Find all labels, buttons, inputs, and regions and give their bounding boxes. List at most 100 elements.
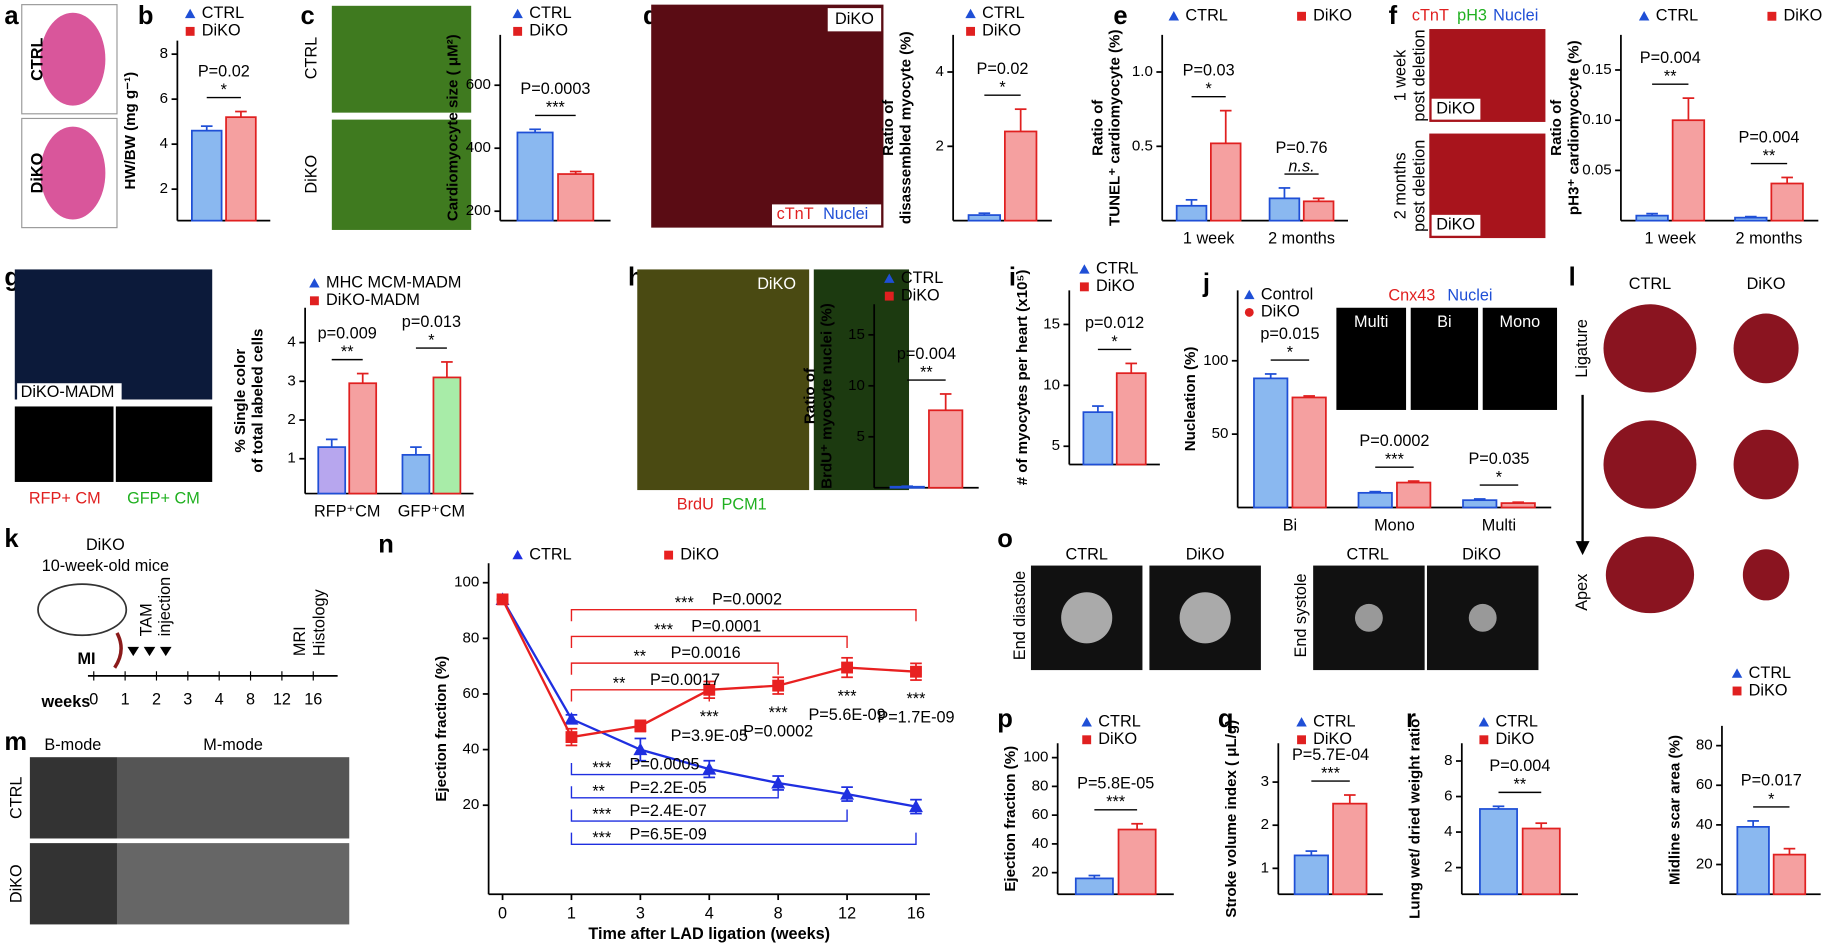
significance-stars: **: [1664, 68, 1677, 86]
timeline-title: DiKO: [86, 536, 125, 554]
y-axis-label: TUNEL⁺ cardiomyocyte (%): [1107, 30, 1124, 226]
panel-h-images: DiKO BrdU PCM1: [637, 269, 910, 513]
image-label: CTRL: [1347, 545, 1389, 563]
y-axis-label: Ejection fraction (%): [1002, 746, 1019, 892]
significance-stars: ***: [546, 99, 566, 117]
bar: [1736, 825, 1770, 896]
image-label: CTRL: [7, 777, 25, 819]
bar: [432, 376, 462, 495]
image-label: 1 week: [1392, 49, 1410, 101]
y-axis-label: of total labeled cells: [250, 329, 267, 473]
image-label: BrdU: [677, 495, 714, 513]
point: [771, 776, 786, 789]
legend-marker: [1638, 11, 1650, 21]
event-label: injection: [156, 577, 174, 637]
legend-marker: [1297, 735, 1306, 745]
point: [634, 720, 647, 732]
p-value: P=0.0002: [1359, 432, 1429, 450]
y-tick-label: 8: [1444, 752, 1452, 769]
legend-marker: [1478, 717, 1490, 727]
p-value: P=2.4E-07: [630, 802, 707, 820]
p-value: p=0.013: [402, 313, 461, 331]
legend-label: CTRL: [1096, 260, 1138, 278]
legend-label: Control: [1261, 285, 1313, 303]
image-label: cTnT: [1412, 7, 1449, 25]
significance-stars: **: [1514, 776, 1527, 794]
mri-heart: [1179, 592, 1231, 644]
arrow-head: [1575, 541, 1590, 556]
legend-marker: [309, 278, 320, 288]
bar: [1293, 854, 1329, 896]
image-label: DiKO: [1747, 275, 1786, 293]
significance-stars: n.s.: [1288, 157, 1314, 175]
p-value: P=0.02: [977, 60, 1029, 78]
timeline-tick-label: 1: [121, 691, 130, 709]
significance-stars: ***: [1321, 764, 1341, 782]
comparison-bracket: [570, 832, 917, 845]
p-value: P=0.004: [1640, 49, 1701, 67]
y-tick-label: 40: [1032, 835, 1049, 852]
p-value: P=0.0001: [691, 617, 761, 635]
heart-section: [40, 12, 106, 106]
y-tick-label: 2: [935, 137, 943, 154]
significance-stars: *: [428, 331, 435, 349]
significance-stars: **: [341, 343, 354, 361]
bar: [225, 116, 257, 222]
legend-marker: [1079, 264, 1090, 274]
bar: [1332, 802, 1368, 896]
image: [116, 843, 350, 925]
legend-marker: [1244, 307, 1254, 317]
image-label: End diastole: [1011, 571, 1029, 660]
x-axis-label: Time after LAD ligation (weeks): [588, 925, 830, 943]
bar: [1357, 491, 1393, 509]
legend-marker: [965, 8, 976, 19]
y-axis-label: Ratio of: [1089, 99, 1106, 156]
p-value: P=0.0016: [671, 644, 741, 662]
point: [840, 787, 855, 800]
legend-label: CTRL: [1749, 664, 1791, 682]
image-label: RFP+ CM: [29, 490, 101, 508]
p-value: P=0.035: [1468, 450, 1529, 468]
image-label: 2 months: [1392, 152, 1410, 219]
image-label: post deletion: [1410, 140, 1428, 232]
y-tick-label: 0.10: [1582, 111, 1611, 128]
mri-heart: [1061, 592, 1113, 644]
panel-l-images: CTRL DiKO Ligature Apex: [1573, 275, 1799, 614]
panel-o-images: CTRL DiKO End diastole CTRL DiKO End sys…: [1011, 545, 1539, 671]
mri-heart: [1354, 603, 1383, 632]
image: [651, 4, 884, 228]
p-value: p=0.012: [1085, 314, 1144, 332]
comparison-bracket: [570, 786, 779, 799]
legend-label: DiKO: [901, 286, 940, 304]
timeline-tick-label: 3: [183, 691, 192, 709]
y-axis-label: Nucleation (%): [1182, 347, 1199, 452]
significance-stars: ***: [906, 690, 926, 708]
legend-label: CTRL: [529, 4, 571, 22]
y-axis-label: HW/BW (mg g⁻¹): [122, 72, 139, 190]
panel-a-images: CTRL DiKO: [21, 4, 118, 229]
tissue: [1603, 304, 1697, 393]
x-tick-label: 1: [567, 904, 576, 922]
bar: [928, 409, 964, 489]
point: [633, 742, 648, 756]
image: [1410, 307, 1479, 410]
image-label: CTRL: [302, 37, 320, 79]
legend-marker: [1244, 289, 1255, 300]
p-value: P=0.004: [1738, 128, 1799, 146]
heart-section: [40, 126, 106, 220]
legend-marker: [1296, 717, 1307, 727]
y-tick-label: 20: [463, 796, 480, 813]
legend-marker: [884, 291, 894, 301]
legend-marker: [309, 296, 319, 306]
bar: [348, 382, 378, 495]
panel-f-images: cTnT pH3 Nuclei 1 week post deletion 2 m…: [1392, 7, 1546, 239]
y-tick-label: 2: [160, 180, 168, 197]
y-tick-label: 100: [1203, 352, 1228, 369]
tissue: [1733, 313, 1799, 384]
bar: [1479, 808, 1518, 896]
panel-letter: p: [997, 705, 1013, 733]
y-axis-label: pH3⁺ cardiomyocyte (%): [1565, 40, 1582, 215]
image: [1336, 307, 1407, 410]
bar: [1253, 377, 1289, 509]
